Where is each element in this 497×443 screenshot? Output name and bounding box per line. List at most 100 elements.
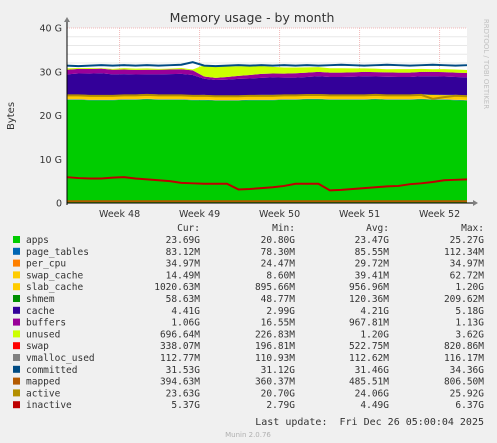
y-axis-label: Bytes xyxy=(6,102,17,130)
legend-swatch-active xyxy=(13,389,20,397)
legend-cur-cache: 4.41G xyxy=(171,306,200,317)
legend-min-slab-cache: 895.66M xyxy=(255,282,295,293)
legend-label-vmalloc-used: vmalloc_used xyxy=(26,353,95,364)
legend-max-vmalloc-used: 116.17M xyxy=(444,353,484,364)
x-tick-label: Week 48 xyxy=(99,209,140,220)
legend-min-active: 20.70G xyxy=(261,388,296,399)
legend-swatch-buffers xyxy=(13,318,20,326)
legend-label-shmem: shmem xyxy=(26,294,55,305)
line-series xyxy=(66,61,468,203)
legend-cur-vmalloc-used: 112.77M xyxy=(160,353,200,364)
legend-label-per-cpu: per_cpu xyxy=(26,259,66,270)
x-tick-label: Week 52 xyxy=(419,209,460,220)
legend-cur-per-cpu: 34.97M xyxy=(166,259,201,270)
legend-min-committed: 31.12G xyxy=(261,365,296,376)
y-axis-arrow xyxy=(64,17,70,22)
line-inactive xyxy=(66,176,468,192)
legend-cur-inactive: 5.37G xyxy=(171,400,200,411)
area-unused xyxy=(67,65,467,78)
legend-avg-page-tables: 85.55M xyxy=(355,247,390,258)
legend-swatch-cache xyxy=(13,306,20,314)
legend-cur-committed: 31.53G xyxy=(166,365,201,376)
legend-avg-swap: 522.75M xyxy=(349,341,389,352)
area-apps xyxy=(67,99,467,203)
legend-min-unused: 226.83M xyxy=(255,329,295,340)
legend-label-buffers: buffers xyxy=(26,318,66,329)
legend-avg-committed: 31.46G xyxy=(355,365,390,376)
legend-avg-shmem: 120.36M xyxy=(349,294,389,305)
legend-label-unused: unused xyxy=(26,329,60,340)
legend-label-apps: apps xyxy=(26,235,49,246)
area-swap-cache xyxy=(67,98,467,101)
line-active xyxy=(67,93,468,100)
y-tick-label: 10 G xyxy=(40,155,62,166)
legend-cur-slab-cache: 1020.63M xyxy=(154,282,200,293)
rrdtool-watermark: RRDTOOL / TOBI OETIKER xyxy=(482,19,490,109)
legend-avg-slab-cache: 956.96M xyxy=(349,282,389,293)
legend-label-cache: cache xyxy=(26,306,55,317)
legend-swatch-vmalloc-used xyxy=(13,354,20,361)
legend-header-min: Min: xyxy=(272,223,295,234)
legend-cur-shmem: 58.63M xyxy=(166,294,201,305)
legend-cur-page-tables: 83.12M xyxy=(166,247,201,258)
legend-avg-mapped: 485.51M xyxy=(349,377,389,388)
legend-min-page-tables: 78.30M xyxy=(261,247,296,258)
legend-label-slab-cache: slab_cache xyxy=(26,282,83,293)
x-axis-arrow xyxy=(473,200,478,206)
legend-avg-inactive: 4.49G xyxy=(360,400,389,411)
legend-swatch-shmem xyxy=(13,295,20,302)
x-tick-label: Week 50 xyxy=(259,209,300,220)
last-update: Last update: Fri Dec 26 05:00:04 2025 xyxy=(255,417,484,428)
legend-max-committed: 34.36G xyxy=(450,365,485,376)
y-tick-label: 30 G xyxy=(40,67,62,78)
legend-cur-active: 23.63G xyxy=(166,388,201,399)
legend-cur-unused: 696.64M xyxy=(160,329,200,340)
legend-min-shmem: 48.77M xyxy=(261,294,296,305)
stacked-areas xyxy=(67,65,467,203)
legend-min-inactive: 2.79G xyxy=(266,400,295,411)
legend-label-swap-cache: swap_cache xyxy=(26,270,83,281)
legend-avg-swap-cache: 39.41M xyxy=(355,270,390,281)
area-per-cpu xyxy=(67,98,467,101)
legend-min-apps: 20.80G xyxy=(261,235,296,246)
legend-avg-per-cpu: 29.72M xyxy=(355,259,390,270)
legend-swatch-inactive xyxy=(13,401,20,409)
legend-swatch-apps xyxy=(13,236,20,243)
legend-max-cache: 5.18G xyxy=(455,306,484,317)
legend-max-swap: 820.86M xyxy=(444,341,484,352)
legend-swatch-slab-cache xyxy=(13,283,20,291)
legend-swatch-page-tables xyxy=(13,247,20,255)
legend-cur-swap-cache: 14.49M xyxy=(166,270,201,281)
legend-max-inactive: 6.37G xyxy=(455,400,484,411)
legend-min-per-cpu: 24.47M xyxy=(261,259,296,270)
legend-avg-unused: 1.20G xyxy=(360,329,389,340)
line-committed xyxy=(66,61,468,68)
legend-swatch-per-cpu xyxy=(13,259,20,267)
legend-max-shmem: 209.62M xyxy=(444,294,484,305)
area-page-tables xyxy=(67,98,467,101)
legend-label-active: active xyxy=(26,388,61,399)
legend-max-slab-cache: 1.20G xyxy=(455,282,484,293)
y-tick-label: 20 G xyxy=(40,111,62,122)
legend-cur-mapped: 394.63M xyxy=(160,377,200,388)
legend-max-buffers: 1.13G xyxy=(455,318,484,329)
x-tick-label: Week 49 xyxy=(179,209,220,220)
legend-avg-vmalloc-used: 112.62M xyxy=(349,353,389,364)
area-cache xyxy=(67,73,467,96)
legend-max-swap-cache: 62.72M xyxy=(450,270,485,281)
legend-avg-buffers: 967.81M xyxy=(349,318,389,329)
legend-avg-cache: 4.21G xyxy=(360,306,389,317)
legend-max-unused: 3.62G xyxy=(455,329,484,340)
legend-cur-apps: 23.69G xyxy=(166,235,201,246)
legend-label-committed: committed xyxy=(26,365,77,376)
legend-swatch-committed xyxy=(13,365,20,373)
legend-min-cache: 2.99G xyxy=(266,306,295,317)
y-tick-label: 0 xyxy=(56,199,62,210)
legend-max-active: 25.92G xyxy=(450,388,485,399)
legend-max-mapped: 806.50M xyxy=(444,377,484,388)
legend-max-per-cpu: 34.97M xyxy=(450,259,485,270)
legend-avg-active: 24.06G xyxy=(355,388,390,399)
munin-version: Munin 2.0.76 xyxy=(225,431,271,439)
legend-min-swap-cache: 8.60M xyxy=(266,270,295,281)
